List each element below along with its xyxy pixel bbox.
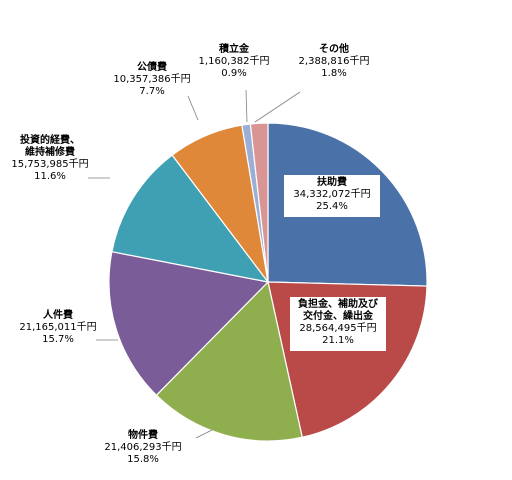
slice-value-label: 2,388,816千円 xyxy=(299,55,370,67)
pie-slices xyxy=(109,123,427,441)
leader-line-2 xyxy=(196,430,212,438)
slice-value-label: 21,165,011千円 xyxy=(19,321,96,333)
slice-percent-label: 7.7% xyxy=(139,86,164,97)
slice-value-label: 1,160,382千円 xyxy=(199,55,270,67)
slice-percent-label: 0.9% xyxy=(221,68,246,79)
slice-name-label: 人件費 xyxy=(43,308,73,321)
slice-percent-label: 15.7% xyxy=(42,334,74,345)
slice-value-label: 28,564,495千円 xyxy=(299,322,376,334)
slice-percent-label: 21.1% xyxy=(322,335,354,346)
slice-percent-label: 11.6% xyxy=(34,171,66,182)
slice-value-label: 21,406,293千円 xyxy=(104,441,181,453)
leader-line-7 xyxy=(255,92,300,122)
slice-name-label: 負担金、補助及び xyxy=(298,297,378,310)
slice-name-label: 投資的経費、 xyxy=(20,133,80,146)
slice-percent-label: 25.4% xyxy=(316,201,348,212)
slice-name-label: 交付金、繰出金 xyxy=(303,309,374,322)
slice-name-label: 維持補修費 xyxy=(25,145,75,158)
slice-name-label: その他 xyxy=(319,42,349,55)
slice-name-label: 公債費 xyxy=(137,60,167,73)
slice-name-label: 積立金 xyxy=(218,42,250,55)
slice-value-label: 10,357,386千円 xyxy=(113,73,190,85)
slice-name-label: 扶助費 xyxy=(317,175,347,188)
slice-value-label: 34,332,072千円 xyxy=(293,188,370,200)
leader-line-6 xyxy=(246,90,247,122)
leader-line-5 xyxy=(188,96,198,120)
slice-percent-label: 1.8% xyxy=(321,68,346,79)
slice-name-label: 物件費 xyxy=(128,428,158,441)
slice-percent-label: 15.8% xyxy=(127,454,159,465)
slice-value-label: 15,753,985千円 xyxy=(11,158,88,170)
